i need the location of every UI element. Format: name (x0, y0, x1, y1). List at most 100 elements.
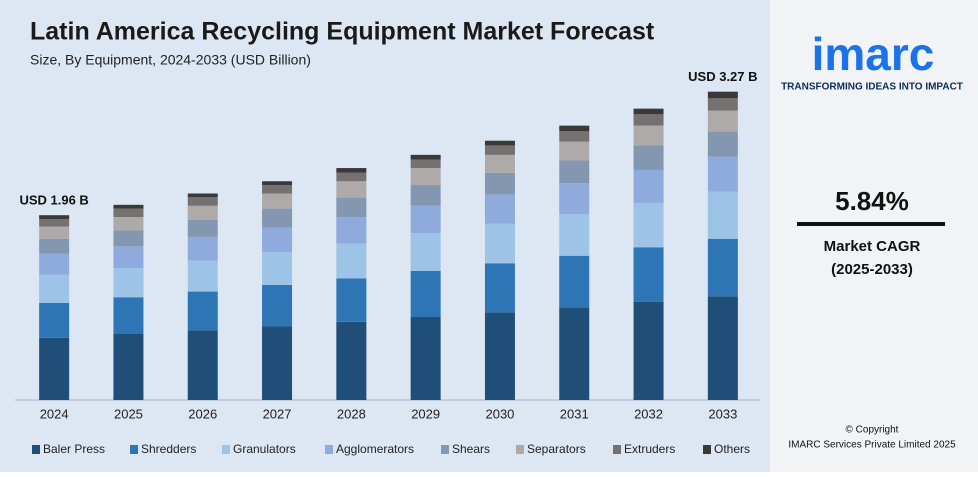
x-tick-label: 2031 (560, 406, 589, 421)
cagr-period: (2025-2033) (831, 261, 913, 278)
bar-segment (633, 108, 664, 115)
bar-segment (336, 181, 367, 198)
x-tick-label: 2028 (337, 406, 366, 421)
bar-segment (336, 197, 367, 218)
bar-segment (336, 321, 367, 400)
bar-segment (187, 236, 218, 261)
bar-segment (484, 223, 515, 264)
bar-segment (707, 156, 738, 192)
bar-segment (410, 168, 441, 186)
bar-segment (113, 208, 144, 218)
bar-segment (559, 183, 590, 215)
legend-swatch (130, 445, 138, 454)
bar-segment (559, 160, 590, 184)
company: IMARC Services Private Limited 2025 (788, 440, 956, 451)
bar-segment (262, 181, 293, 186)
legend-swatch (703, 445, 711, 454)
x-tick-label: 2030 (485, 406, 514, 421)
bar-segment (262, 251, 293, 285)
bar-segment (484, 263, 515, 313)
bar-segment (633, 301, 664, 400)
bar-segment (707, 191, 738, 239)
legend-label: Baler Press (43, 442, 105, 456)
copyright: © Copyright (846, 425, 899, 436)
sidebar-panel (770, 0, 978, 472)
x-tick-label: 2025 (114, 406, 143, 421)
legend-swatch (222, 445, 230, 454)
cagr-label: Market CAGR (824, 238, 921, 255)
bar-segment (187, 219, 218, 237)
legend-label: Separators (527, 442, 586, 456)
legend-label: Shredders (141, 442, 196, 456)
bar-segment (633, 114, 664, 126)
bar-segment (484, 312, 515, 400)
chart-title: Latin America Recycling Equipment Market… (30, 18, 655, 46)
bar-segment (336, 243, 367, 279)
total-label: USD 3.27 B (688, 69, 757, 84)
bar-segment (410, 317, 441, 400)
cagr-value: 5.84% (835, 186, 909, 216)
bar-segment (484, 194, 515, 224)
bar-segment (633, 169, 664, 203)
bar-segment (39, 302, 70, 338)
bar-segment (484, 145, 515, 155)
bar-segment (336, 278, 367, 322)
bar-segment (633, 145, 664, 170)
bar-segment (187, 291, 218, 331)
x-tick-label: 2024 (40, 406, 69, 421)
bar-segment (707, 91, 738, 99)
legend-label: Granulators (233, 442, 296, 456)
bar-segment (410, 154, 441, 160)
bar-segment (633, 247, 664, 302)
x-tick-label: 2033 (708, 406, 737, 421)
legend-label: Shears (452, 442, 490, 456)
x-tick-label: 2032 (634, 406, 663, 421)
bar-segment (187, 193, 218, 198)
bar-segment (559, 131, 590, 142)
bar-segment (113, 297, 144, 334)
bar-segment (187, 205, 218, 220)
legend-swatch (613, 445, 621, 454)
bar-segment (39, 226, 70, 239)
legend-swatch (516, 445, 524, 454)
bar-segment (707, 238, 738, 297)
bar-segment (336, 172, 367, 182)
legend-label: Others (714, 442, 750, 456)
bar-segment (707, 131, 738, 157)
bar-segment (262, 193, 293, 209)
bar-segment (410, 205, 441, 234)
bar-segment (262, 227, 293, 252)
tagline: TRANSFORMING IDEAS INTO IMPACT (781, 82, 963, 93)
bar-segment (113, 268, 144, 298)
bar-segment (410, 159, 441, 169)
chart-subtitle: Size, By Equipment, 2024-2033 (USD Billi… (30, 52, 311, 68)
x-tick-label: 2027 (263, 406, 292, 421)
bar-segment (410, 270, 441, 318)
bar-segment (559, 307, 590, 400)
bar-segment (187, 197, 218, 206)
bar-segment (336, 217, 367, 244)
bar-segment (484, 172, 515, 195)
x-tick-label: 2026 (188, 406, 217, 421)
bar-segment (113, 204, 144, 209)
bar-segment (633, 202, 664, 248)
bar-segment (559, 255, 590, 308)
legend-label: Agglomerators (336, 442, 414, 456)
bar-segment (707, 296, 738, 400)
x-tick-label: 2029 (411, 406, 440, 421)
bar-segment (559, 125, 590, 132)
bar-segment (559, 141, 590, 161)
bar-segment (262, 185, 293, 194)
bar-segment (707, 110, 738, 132)
cagr-rule (797, 222, 945, 226)
bar-segment (187, 330, 218, 400)
legend-swatch (32, 445, 40, 454)
bar-segment (39, 238, 70, 254)
bar-segment (113, 217, 144, 231)
bar-segment (410, 233, 441, 271)
bar-segment (262, 326, 293, 400)
bar-segment (187, 260, 218, 292)
bar-segment (410, 185, 441, 206)
total-label: USD 1.96 B (19, 193, 88, 208)
